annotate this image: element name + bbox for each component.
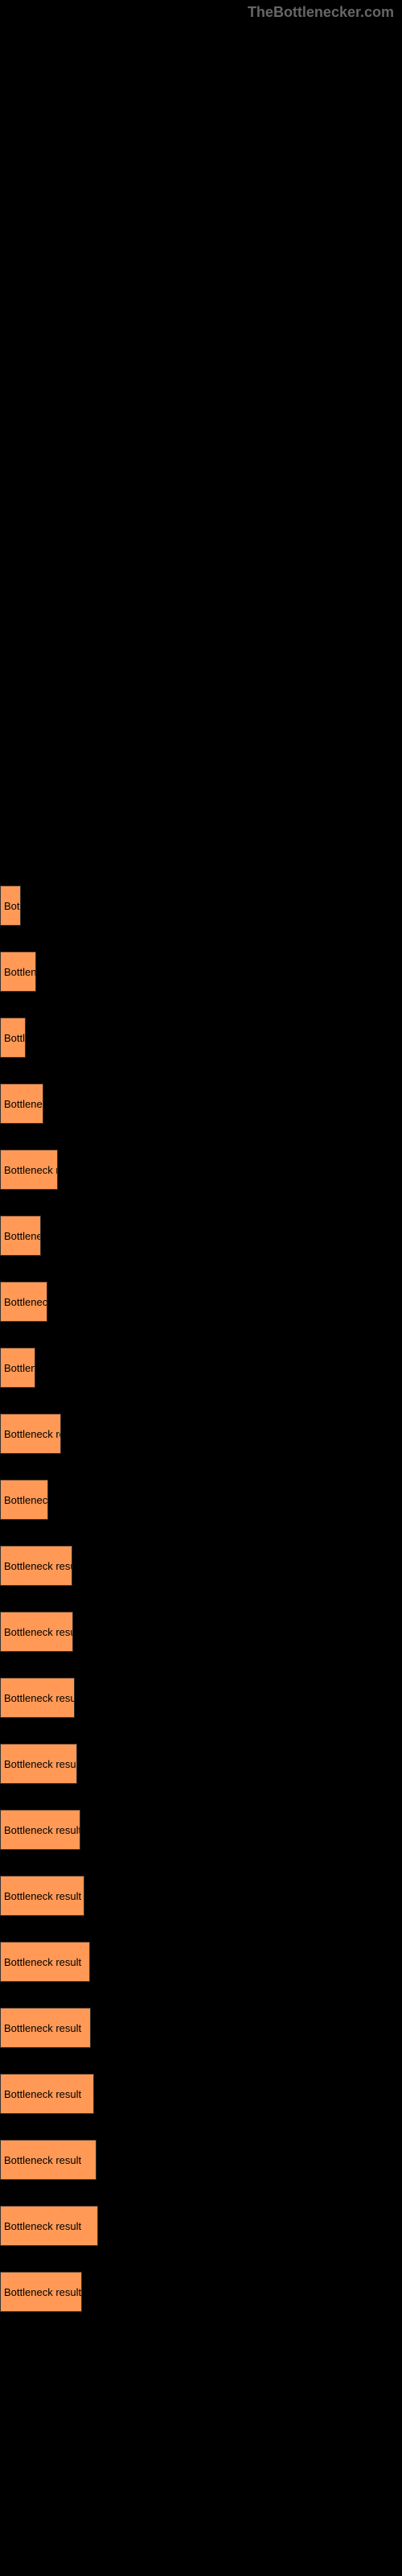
bar: Bottleneck result	[0, 2140, 96, 2180]
bar: Bottl	[0, 1018, 26, 1058]
bar-label: Bottleneck	[4, 1296, 47, 1308]
bar-label: Bottleneck result	[4, 1692, 75, 1704]
bar: Bottleneck res	[0, 1414, 61, 1454]
bar: Bottleneck result	[0, 1678, 75, 1718]
bar-row: Bottleneck res	[0, 1414, 402, 1454]
bar-label: Bottleneck result	[4, 2220, 81, 2232]
bar: Bottleneck	[0, 1084, 43, 1124]
bar-row: Bottleneck result	[0, 1612, 402, 1652]
bar-label: Bottl	[4, 1032, 25, 1044]
bar: Bottlene	[0, 1348, 35, 1388]
bar-row: Bottleneck result	[0, 1810, 402, 1850]
bar: Bottleneck result	[0, 1810, 80, 1850]
bar-row: Bottleneck result	[0, 1876, 402, 1916]
bar: Bottleneck result	[0, 2008, 91, 2048]
bar-label: Bottleneck result	[4, 1626, 73, 1638]
bar: Bot	[0, 886, 21, 926]
bar-label: Bottleneck result	[4, 1560, 72, 1572]
bar-row: Bottlene	[0, 952, 402, 992]
bar-label: Bottleneck result	[4, 2088, 81, 2100]
bar-label: Bottlene	[4, 1362, 35, 1374]
bar-label: Bottleneck res	[4, 1428, 61, 1440]
bar-label: Bottleneck re	[4, 1164, 58, 1176]
bar-row: Bottleneck	[0, 1480, 402, 1520]
bar: Bottleneck	[0, 1282, 47, 1322]
bar-label: Bottleneck	[4, 1494, 48, 1506]
bar-row: Bottleneck result	[0, 2272, 402, 2312]
bar: Bottleneck result	[0, 2272, 82, 2312]
bar-row: Bottleneck	[0, 1282, 402, 1322]
bar: Bottleneck	[0, 1216, 41, 1256]
bar-row: Bottleneck result	[0, 1546, 402, 1586]
bar: Bottleneck result	[0, 2206, 98, 2246]
bar: Bottleneck result	[0, 1546, 72, 1586]
bar-row: Bottlene	[0, 1348, 402, 1388]
bar-row: Bottleneck re	[0, 1150, 402, 1190]
bar-label: Bottlene	[4, 966, 36, 978]
bar-label: Bot	[4, 900, 20, 912]
bar-row: Bot	[0, 886, 402, 926]
bar: Bottleneck result	[0, 2074, 94, 2114]
bar: Bottlene	[0, 952, 36, 992]
bar: Bottleneck re	[0, 1150, 58, 1190]
bar-label: Bottleneck result	[4, 2286, 81, 2298]
bar-label: Bottleneck	[4, 1230, 41, 1242]
bar-label: Bottleneck result	[4, 2154, 81, 2166]
bar: Bottleneck result	[0, 1876, 84, 1916]
bar-label: Bottleneck result	[4, 1956, 81, 1968]
bar-label: Bottleneck result	[4, 1758, 77, 1770]
bar-label: Bottleneck result	[4, 2022, 81, 2034]
bar-label: Bottleneck result	[4, 1824, 80, 1836]
bar-row: Bottleneck result	[0, 1942, 402, 1982]
bar-row: Bottleneck result	[0, 2206, 402, 2246]
bar-row: Bottleneck result	[0, 1744, 402, 1784]
bar-row: Bottleneck result	[0, 2074, 402, 2114]
bar-row: Bottleneck result	[0, 2140, 402, 2180]
bar-label: Bottleneck	[4, 1098, 43, 1110]
watermark-text: TheBottlenecker.com	[248, 4, 394, 21]
bar-row: Bottl	[0, 1018, 402, 1058]
bar: Bottleneck	[0, 1480, 48, 1520]
bar: Bottleneck result	[0, 1942, 90, 1982]
bar: Bottleneck result	[0, 1744, 77, 1784]
bar-label: Bottleneck result	[4, 1890, 81, 1902]
bar-row: Bottleneck	[0, 1216, 402, 1256]
bar-row: Bottleneck result	[0, 2008, 402, 2048]
bar-row: Bottleneck	[0, 1084, 402, 1124]
bar-chart: Bot Bottlene Bottl Bottleneck Bottleneck…	[0, 0, 402, 2312]
bar-row: Bottleneck result	[0, 1678, 402, 1718]
bar: Bottleneck result	[0, 1612, 73, 1652]
